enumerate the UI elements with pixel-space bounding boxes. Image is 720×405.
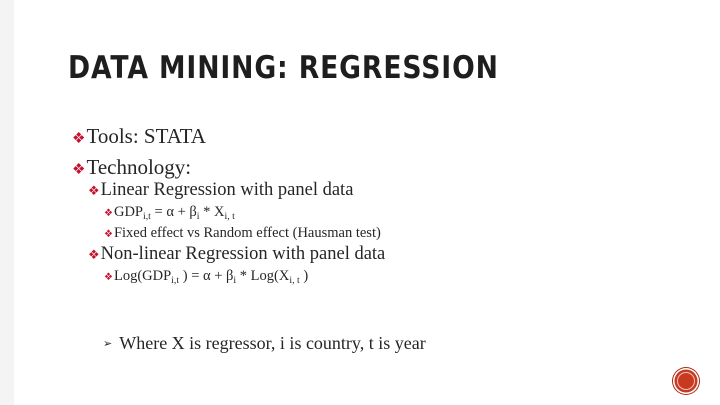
bullet-text: Linear Regression with panel data: [100, 180, 354, 200]
eq-subscript: i: [196, 210, 200, 222]
arrow-bullet-icon: ➢: [103, 338, 113, 350]
diamond-bullet-icon: ❖: [104, 272, 113, 283]
diamond-bullet-icon: ❖: [104, 229, 113, 240]
diamond-bullet-icon: ❖: [88, 247, 100, 262]
left-accent-bar: [0, 0, 14, 405]
diamond-bullet-icon: ❖: [88, 183, 100, 198]
eq-subscript: i,t: [142, 210, 151, 222]
eq-term: ) = α + β: [179, 268, 234, 284]
diamond-bullet-icon: ❖: [72, 162, 86, 178]
bullet-text: Fixed effect vs Random effect (Hausman t…: [113, 225, 381, 241]
bullet-nonlinear-regression: ❖ Non-linear Regression with panel data: [88, 244, 385, 265]
eq-subscript: i, t: [289, 274, 300, 286]
bullet-technology: ❖ Technology:: [72, 155, 191, 180]
eq-term: GDP: [113, 204, 143, 220]
bullet-tools: ❖ Tools: STATA: [72, 124, 206, 149]
footnote-text: Where X is regressor, i is country, t is…: [119, 333, 426, 353]
eq-term: ): [299, 268, 309, 284]
eq-term: * X: [199, 204, 225, 220]
diamond-bullet-icon: ❖: [72, 131, 86, 147]
circle-nav-icon[interactable]: [673, 368, 699, 394]
bullet-text: Technology:: [86, 155, 192, 179]
diamond-bullet-icon: ❖: [104, 208, 113, 219]
slide-title: Data Mining: Regression: [68, 50, 499, 86]
eq-term: Log(GDP: [113, 268, 172, 284]
eq-term: = α + β: [150, 204, 197, 220]
eq-subscript: i, t: [224, 210, 235, 222]
equation-nonlinear: ❖ Log(GDPi,t ) = α + βi * Log(Xi, t ): [104, 268, 308, 285]
eq-subscript: i,t: [171, 274, 180, 286]
eq-term: * Log(X: [236, 268, 290, 284]
equation-text: GDPi,t = α + βi * Xi, t: [114, 204, 235, 221]
bullet-linear-regression: ❖ Linear Regression with panel data: [88, 180, 353, 201]
bullet-text: Non-linear Regression with panel data: [100, 244, 386, 264]
equation-text: Log(GDPi,t ) = α + βi * Log(Xi, t ): [114, 268, 308, 285]
equation-linear: ❖ GDPi,t = α + βi * Xi, t: [104, 204, 235, 221]
footnote: ➢ Where X is regressor, i is country, t i…: [103, 333, 426, 354]
bullet-text: Tools: STATA: [86, 124, 206, 148]
eq-subscript: i: [233, 274, 237, 286]
bullet-fixed-effect: ❖ Fixed effect vs Random effect (Hausman…: [104, 225, 381, 242]
